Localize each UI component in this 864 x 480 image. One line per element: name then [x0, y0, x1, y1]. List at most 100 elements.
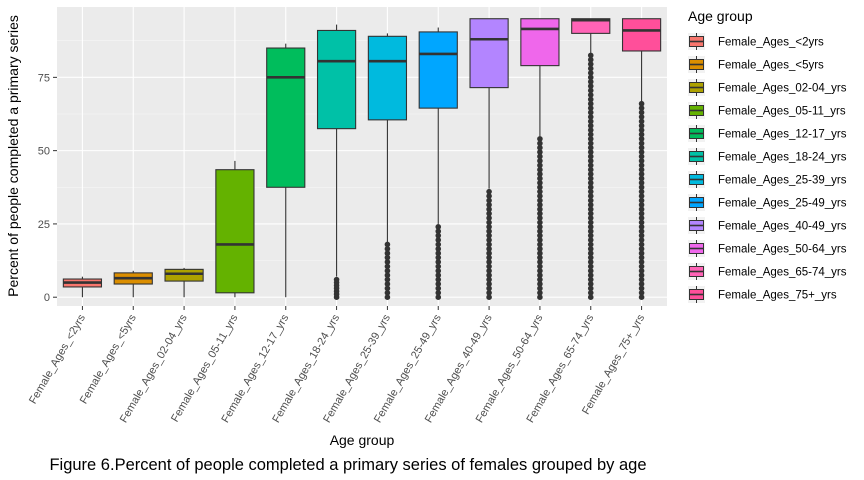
box-outlier — [638, 131, 645, 138]
box-outlier — [587, 272, 594, 279]
box-outlier — [435, 246, 442, 252]
legend-item: Female_Ages_05-11_yrs — [688, 102, 846, 119]
box-outlier — [638, 259, 645, 265]
box-outlier — [638, 232, 645, 239]
box-outlier — [537, 272, 543, 279]
box-outlier — [587, 224, 594, 230]
box-outlier — [384, 259, 391, 265]
box-outlier — [587, 118, 594, 125]
box-outlier — [587, 215, 594, 221]
legend-item: Female_Ages_<2yrs — [688, 33, 824, 50]
box-outlier — [638, 136, 645, 142]
grid-minor — [57, 40, 667, 261]
box-outlier — [384, 246, 391, 252]
box-outlier — [587, 206, 594, 213]
box-outlier — [435, 241, 442, 248]
box-outlier — [587, 250, 594, 257]
box-outlier — [587, 100, 594, 107]
box-group — [62, 276, 103, 298]
box-outlier — [638, 263, 645, 270]
box-outlier — [537, 197, 543, 204]
box-outlier — [537, 180, 543, 186]
box-group — [316, 24, 357, 301]
box-outlier — [537, 153, 543, 160]
box-outlier — [537, 140, 543, 147]
box-outlier — [638, 268, 645, 274]
box-outlier — [537, 188, 543, 195]
legend-title: Age group — [688, 8, 753, 24]
box-outlier — [587, 285, 594, 292]
box-group — [367, 33, 408, 301]
box-outlier — [587, 180, 594, 186]
box-outlier — [587, 276, 594, 283]
box-outlier — [638, 210, 645, 217]
box-outlier — [384, 294, 391, 301]
y-tick-label: 50 — [38, 146, 50, 158]
box-outlier — [638, 100, 645, 107]
box-outlier — [384, 290, 391, 296]
legend-label: Female_Ages_50-64_yrs — [718, 244, 847, 256]
box-body — [367, 35, 408, 121]
box-outlier — [638, 188, 645, 195]
box-group — [621, 18, 662, 301]
box-outlier — [587, 61, 594, 67]
box-outlier — [638, 144, 645, 151]
box-outlier — [587, 246, 594, 252]
x-tick-label: Female_Ages_<2yrs — [27, 312, 88, 406]
box-outlier — [486, 241, 492, 248]
box-outlier — [537, 136, 543, 142]
box-outlier — [587, 232, 594, 239]
legend-label: Female_Ages_02-04_yrs — [718, 83, 847, 95]
box-outlier — [384, 254, 391, 261]
box-outlier — [587, 122, 594, 129]
box-outlier — [587, 78, 594, 85]
box-outlier — [587, 105, 594, 111]
box-group — [418, 27, 458, 301]
box-group — [164, 267, 204, 298]
box-outlier — [587, 52, 594, 59]
box-outlier — [638, 140, 645, 147]
legend-label: Female_Ages_<5yrs — [718, 60, 824, 72]
box-outlier — [435, 290, 442, 296]
legend-label: Female_Ages_25-49_yrs — [718, 198, 847, 210]
box-outlier — [638, 158, 645, 164]
box-outlier — [537, 175, 543, 182]
box-outlier — [384, 281, 391, 287]
legend-label: Female_Ages_05-11_yrs — [718, 106, 846, 118]
box-outlier — [486, 294, 492, 301]
box-outlier — [587, 294, 594, 301]
box-outlier — [638, 250, 645, 257]
box-outlier — [384, 268, 391, 274]
box-outlier — [638, 114, 645, 120]
box-outlier — [638, 254, 645, 261]
box-outlier — [435, 250, 442, 257]
box-outlier — [638, 272, 645, 279]
box-outlier — [537, 149, 543, 155]
legend-item: Female_Ages_18-24_yrs — [688, 148, 847, 165]
box-group — [113, 270, 153, 298]
box-outlier — [537, 232, 543, 239]
box-outlier — [486, 210, 492, 217]
box-outlier — [587, 131, 594, 138]
box-outlier — [587, 171, 594, 177]
box-outlier — [435, 263, 442, 270]
box-outlier — [587, 56, 594, 63]
box-outlier — [486, 206, 492, 213]
box-outlier — [638, 285, 645, 292]
x-tick-label: Female_Ages_<5yrs — [78, 312, 139, 406]
box-outlier — [587, 259, 594, 265]
box-outlier — [587, 202, 594, 208]
box-outlier — [587, 153, 594, 160]
legend-item: Female_Ages_50-64_yrs — [688, 240, 847, 257]
box-outlier — [486, 254, 492, 261]
box-outlier — [384, 250, 391, 257]
box-outlier — [638, 175, 645, 182]
box-outlier — [537, 290, 543, 296]
box-group — [215, 160, 255, 298]
box-outlier — [486, 290, 492, 296]
box-outlier — [486, 246, 492, 252]
box-outlier — [638, 224, 645, 230]
legend-label: Female_Ages_<2yrs — [718, 37, 824, 49]
box-outlier — [587, 158, 594, 164]
box-outlier — [537, 276, 543, 283]
